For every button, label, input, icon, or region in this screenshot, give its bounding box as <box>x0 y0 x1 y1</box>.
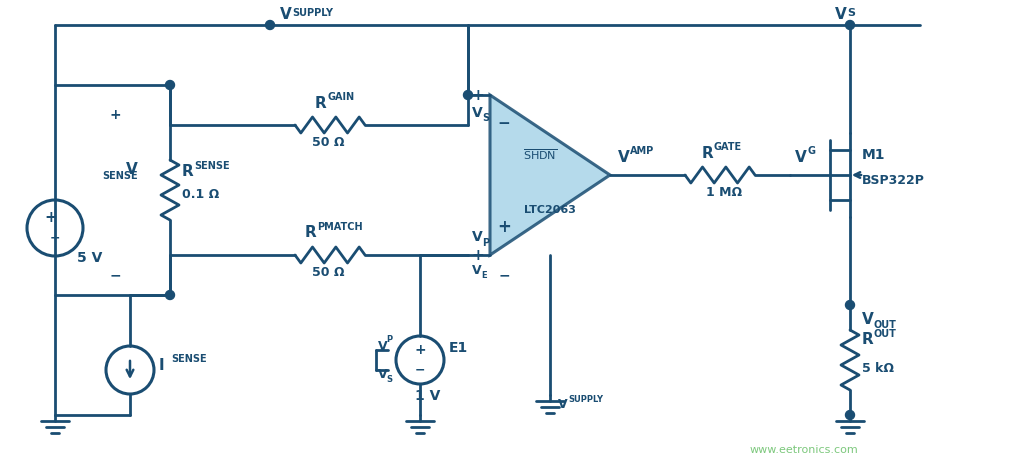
Text: V: V <box>126 162 139 177</box>
Circle shape <box>266 20 275 30</box>
Text: E1: E1 <box>449 341 468 355</box>
Text: www.eetronics.com: www.eetronics.com <box>750 445 859 455</box>
Text: −: − <box>109 268 121 282</box>
Text: V: V <box>472 265 481 278</box>
Text: OUT: OUT <box>874 320 897 330</box>
Text: 0.1 Ω: 0.1 Ω <box>182 189 220 201</box>
Text: R: R <box>305 225 317 241</box>
Circle shape <box>165 290 174 300</box>
Text: V: V <box>379 339 388 353</box>
Text: +: + <box>472 88 484 102</box>
Text: V: V <box>835 7 846 22</box>
Text: V: V <box>795 149 806 165</box>
Text: G: G <box>807 146 815 156</box>
Text: −: − <box>415 364 425 377</box>
Text: SENSE: SENSE <box>171 354 206 364</box>
Text: +: + <box>415 343 426 357</box>
Text: 50 Ω: 50 Ω <box>312 136 345 149</box>
Text: R: R <box>702 146 714 160</box>
Text: $\overline{\mathrm{SHDN}}$: $\overline{\mathrm{SHDN}}$ <box>523 148 557 162</box>
Text: +: + <box>497 218 511 236</box>
Text: SUPPLY: SUPPLY <box>568 396 603 404</box>
Text: BSP322P: BSP322P <box>862 173 924 187</box>
Text: SUPPLY: SUPPLY <box>292 8 333 18</box>
Circle shape <box>165 81 174 89</box>
Text: S: S <box>847 8 855 18</box>
Text: 5 V: 5 V <box>77 251 103 265</box>
Text: +: + <box>44 211 57 225</box>
Text: S: S <box>482 113 489 123</box>
Polygon shape <box>490 95 610 255</box>
Text: V: V <box>379 367 388 380</box>
Circle shape <box>464 90 473 100</box>
Text: GAIN: GAIN <box>327 92 354 102</box>
Text: LTC2063: LTC2063 <box>524 205 576 215</box>
Text: −: − <box>498 116 510 130</box>
Text: M1: M1 <box>862 148 885 162</box>
Text: 5 kΩ: 5 kΩ <box>862 361 894 374</box>
Text: R: R <box>182 165 194 179</box>
Text: +: + <box>472 248 484 262</box>
Circle shape <box>845 301 855 309</box>
Circle shape <box>845 410 855 420</box>
Text: 1 V: 1 V <box>416 389 441 403</box>
Text: 50 Ω: 50 Ω <box>312 266 345 279</box>
Text: P: P <box>482 238 489 248</box>
Text: V: V <box>862 313 874 327</box>
Text: V: V <box>618 149 630 165</box>
Text: GATE: GATE <box>714 142 742 152</box>
Text: V: V <box>472 106 483 120</box>
Text: E: E <box>481 272 486 280</box>
Text: S: S <box>386 376 392 384</box>
Text: PMATCH: PMATCH <box>317 222 362 232</box>
Text: OUT: OUT <box>874 329 897 339</box>
Text: P: P <box>386 336 392 344</box>
Text: AMP: AMP <box>630 146 655 156</box>
Text: R: R <box>315 95 326 111</box>
Text: V: V <box>472 230 483 244</box>
Text: SENSE: SENSE <box>194 161 230 171</box>
Text: R: R <box>862 332 874 348</box>
Circle shape <box>845 20 855 30</box>
Text: −: − <box>499 268 510 282</box>
Text: I: I <box>159 357 164 372</box>
Text: −: − <box>49 231 61 244</box>
Text: SENSE: SENSE <box>103 171 139 181</box>
Text: +: + <box>109 108 121 122</box>
Text: V: V <box>280 7 291 22</box>
Text: 1 MΩ: 1 MΩ <box>706 187 742 200</box>
Text: V: V <box>558 398 567 412</box>
